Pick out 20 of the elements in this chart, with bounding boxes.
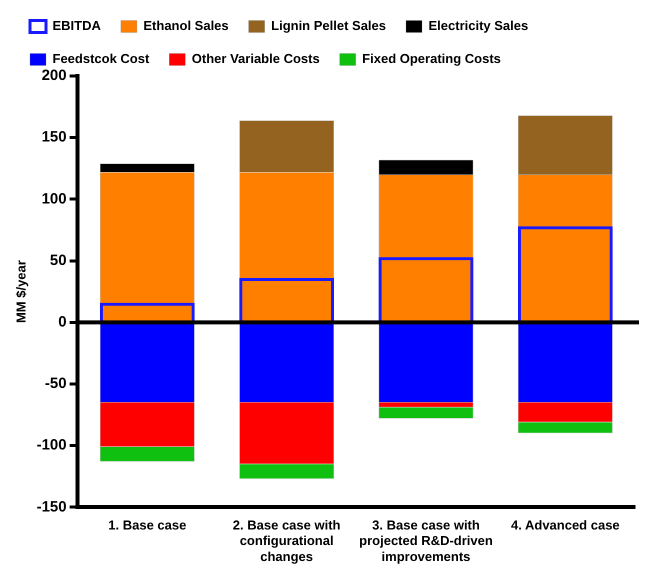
legend-label: Other Variable Costs — [192, 51, 320, 66]
x-tick-label: 3. Base case with projected R&D-driven improvements — [359, 518, 493, 564]
y-tick-label: -150 — [36, 498, 67, 516]
legend-label: Feedstcok Cost — [52, 51, 150, 66]
y-tick-label: 50 — [50, 252, 67, 269]
legend-label: Fixed Operating Costs — [362, 51, 501, 66]
legend-label: Ethanol Sales — [143, 18, 229, 34]
y-tick-label: 100 — [42, 190, 67, 208]
x-tick-label: 1. Base case — [108, 518, 186, 533]
y-tick-label: -100 — [36, 436, 67, 454]
y-tick-label: 200 — [42, 67, 67, 84]
legend-label: Lignin Pellet Sales — [271, 18, 386, 34]
y-tick-label: 150 — [42, 128, 67, 146]
y-tick-label: -50 — [44, 375, 67, 392]
y-axis-title: MM $/year — [13, 260, 28, 324]
legend-label: Electricity Sales — [428, 18, 528, 34]
legend-label: EBITDA — [52, 18, 102, 34]
y-tick-label: 0 — [58, 314, 67, 331]
x-tick-label: 2. Base case with configurational changes — [232, 518, 341, 564]
x-tick-label: 4. Advanced case — [511, 518, 620, 533]
